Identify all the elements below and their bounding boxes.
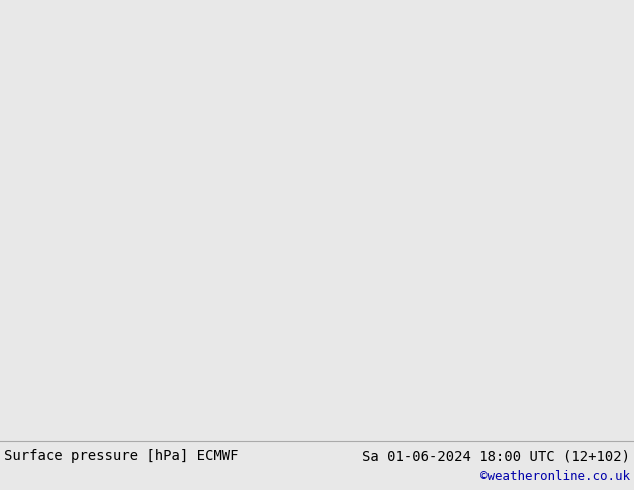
Text: Sa 01-06-2024 18:00 UTC (12+102): Sa 01-06-2024 18:00 UTC (12+102) — [362, 449, 630, 463]
Text: Surface pressure [hPa] ECMWF: Surface pressure [hPa] ECMWF — [4, 449, 238, 463]
Text: ©weatheronline.co.uk: ©weatheronline.co.uk — [480, 469, 630, 483]
